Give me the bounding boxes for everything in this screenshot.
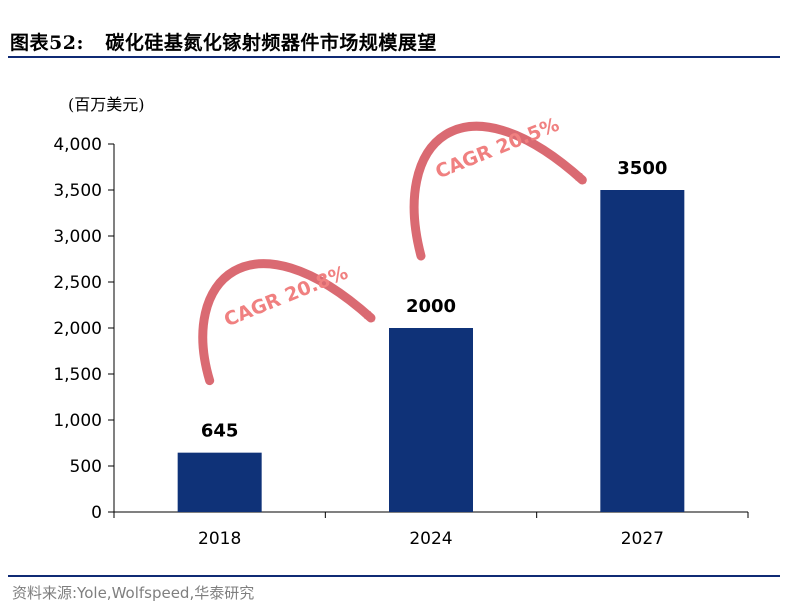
bottom-rule <box>8 575 780 577</box>
figure-title: 图表52: 碳化硅基氮化镓射频器件市场规模展望 <box>10 28 437 55</box>
cagr-arrow <box>198 259 376 386</box>
data-label: 645 <box>201 421 239 442</box>
bar <box>389 328 473 512</box>
y-tick-label: 500 <box>70 457 102 477</box>
y-tick-label: 0 <box>91 503 102 523</box>
figure-label: 图表52: <box>10 32 84 54</box>
source-note: 资料来源:Yole,Wolfspeed,华泰研究 <box>12 584 255 602</box>
data-label: 3500 <box>617 158 667 179</box>
figure-title-text: 碳化硅基氮化镓射频器件市场规模展望 <box>105 32 437 54</box>
bar <box>177 452 262 512</box>
unit-label: (百万美元) <box>68 95 145 114</box>
data-label: 2000 <box>406 296 456 317</box>
y-tick-label: 1,000 <box>53 411 102 431</box>
y-tick-label: 1,500 <box>53 365 102 385</box>
bars-group: 645 2000 3500 <box>177 158 685 512</box>
y-tick-label: 3,000 <box>53 227 102 247</box>
figure-title-block: 图表52: 碳化硅基氮化镓射频器件市场规模展望 <box>10 28 780 54</box>
y-tick-label: 3,500 <box>53 181 102 201</box>
x-tick-label: 2024 <box>409 529 452 549</box>
x-tick-label: 2018 <box>198 529 241 549</box>
x-tick-label: 2027 <box>621 529 664 549</box>
top-rule <box>8 56 780 58</box>
bar <box>600 190 685 512</box>
y-tick-label: 4,000 <box>53 135 102 155</box>
y-tick-label: 2,000 <box>53 319 102 339</box>
y-tick-label: 2,500 <box>53 273 102 293</box>
cagr-arrow <box>409 121 587 261</box>
